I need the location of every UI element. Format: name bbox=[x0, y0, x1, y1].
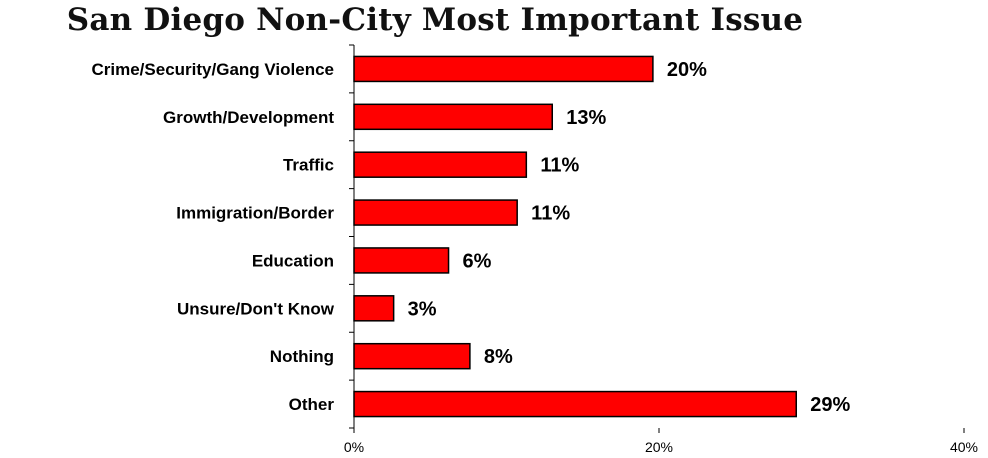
category-label: Growth/Development bbox=[163, 108, 334, 127]
data-label: 11% bbox=[540, 155, 579, 177]
bar bbox=[353, 342, 471, 370]
category-label: Unsure/Don't Know bbox=[177, 299, 335, 318]
category-label: Other bbox=[289, 395, 335, 414]
category-label: Nothing bbox=[270, 347, 334, 366]
category-label: Immigration/Border bbox=[176, 204, 334, 223]
bar bbox=[353, 151, 528, 178]
data-label: 6% bbox=[463, 250, 492, 272]
data-label: 13% bbox=[566, 107, 606, 129]
bar bbox=[353, 390, 797, 418]
bars-layer bbox=[353, 55, 797, 418]
x-tick-label: 40% bbox=[950, 439, 978, 455]
data-label: 8% bbox=[484, 346, 513, 368]
bar bbox=[353, 247, 450, 274]
category-label: Education bbox=[252, 251, 334, 270]
data-label: 20% bbox=[667, 59, 707, 81]
data-label: 29% bbox=[810, 394, 850, 416]
bar bbox=[353, 55, 654, 83]
chart-title: San Diego Non-City Most Important Issue bbox=[66, 2, 804, 38]
bar bbox=[353, 103, 553, 131]
x-tick-label: 0% bbox=[344, 439, 364, 455]
category-label: Crime/Security/Gang Violence bbox=[92, 60, 335, 79]
data-label: 3% bbox=[408, 298, 437, 320]
bar bbox=[353, 199, 518, 226]
category-label: Traffic bbox=[283, 156, 334, 175]
labels-layer: Crime/Security/Gang Violence 20% Growth/De… bbox=[92, 59, 851, 416]
data-label: 11% bbox=[531, 203, 570, 225]
x-tick-label: 20% bbox=[645, 439, 673, 455]
bar bbox=[353, 295, 395, 322]
